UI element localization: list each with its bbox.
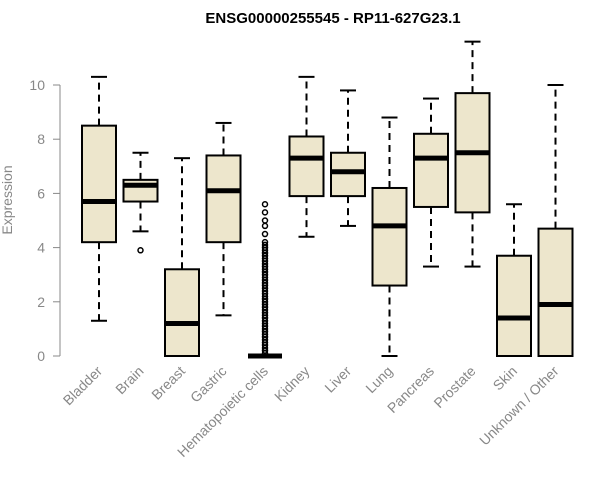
box-breast (165, 158, 199, 356)
box-bladder (82, 77, 116, 321)
x-category-label: Skin (490, 363, 521, 394)
outlier-point (263, 223, 268, 228)
box-prostate (456, 42, 490, 267)
y-tick-label: 4 (37, 240, 45, 256)
x-category-label: Liver (321, 363, 354, 396)
outlier-point (138, 248, 143, 253)
iqr-box (207, 155, 241, 242)
box-brain (124, 153, 158, 253)
iqr-box (373, 188, 407, 286)
x-category-label: Lung (362, 363, 395, 396)
iqr-box (290, 136, 324, 196)
y-tick-label: 10 (29, 77, 45, 93)
x-category-label: Unknown / Other (476, 363, 562, 449)
box-skin (497, 204, 531, 356)
box-pancreas (414, 99, 448, 267)
box-hematopoietic-cells (248, 202, 282, 356)
outlier-point (263, 218, 268, 223)
iqr-box (82, 126, 116, 243)
box-unknown-other (539, 85, 573, 356)
y-axis-label: Expression (0, 165, 15, 234)
y-tick-label: 8 (37, 131, 45, 147)
x-category-label: Kidney (271, 363, 313, 405)
box-kidney (290, 77, 324, 237)
iqr-box (165, 269, 199, 356)
chart-title: ENSG00000255545 - RP11-627G23.1 (205, 10, 460, 27)
outlier-point (263, 202, 268, 207)
y-tick-label: 2 (37, 294, 45, 310)
x-category-label: Bladder (60, 363, 106, 409)
iqr-box (414, 134, 448, 207)
y-tick-label: 0 (37, 348, 45, 364)
iqr-box (331, 153, 365, 196)
outlier-point (263, 210, 268, 215)
boxes-group (82, 42, 573, 356)
iqr-box (497, 256, 531, 356)
x-category-label: Brain (112, 363, 146, 397)
box-lung (373, 118, 407, 356)
iqr-box (539, 229, 573, 356)
y-tick-label: 6 (37, 185, 45, 201)
box-liver (331, 90, 365, 226)
box-gastric (207, 123, 241, 315)
x-category-label: Breast (148, 363, 188, 403)
y-axis: 0 2 4 6 8 10 (29, 77, 60, 364)
outlier-point (263, 232, 268, 237)
x-category-label: Prostate (430, 363, 478, 411)
boxplot-chart: ENSG00000255545 - RP11-627G23.1 Expressi… (0, 0, 600, 500)
